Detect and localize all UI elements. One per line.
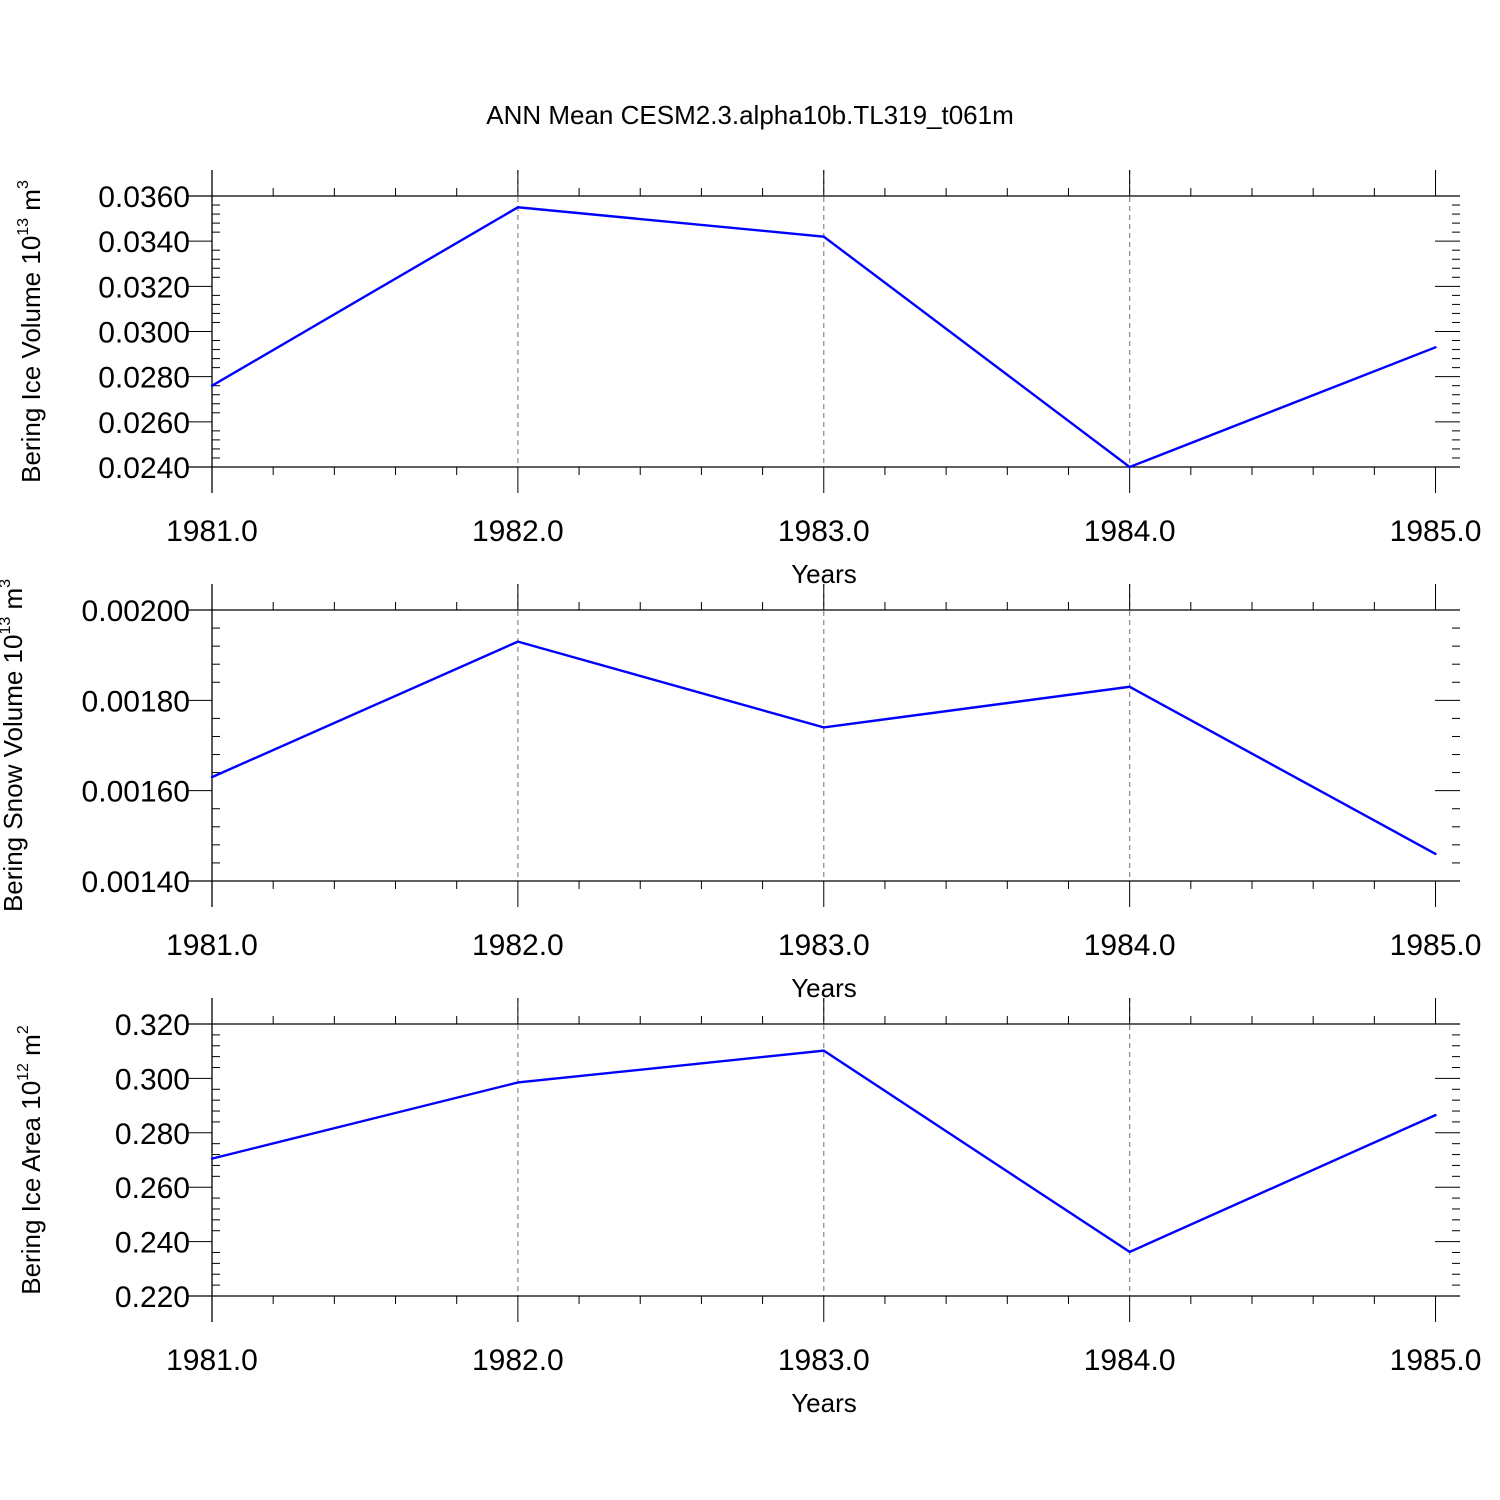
x-tick-label: 1982.0 [472,1344,564,1377]
data-point [516,640,520,643]
y-tick-label: 0.00200 [82,595,190,628]
x-tick-label: 1982.0 [472,515,564,548]
y-tick-label: 0.280 [115,1118,190,1151]
y-tick-label: 0.00160 [82,776,190,809]
x-tick-label: 1984.0 [1084,515,1176,548]
data-point [210,1157,214,1160]
y-tick-label: 0.00140 [82,866,190,899]
data-point [822,235,825,238]
x-tick-label: 1981.0 [166,515,258,548]
x-tick-label: 1985.0 [1390,929,1482,962]
y-tick-label: 0.220 [115,1281,190,1314]
data-point [1128,465,1131,469]
x-tick-label: 1983.0 [778,1344,870,1377]
y-tick-label: 0.00180 [82,685,190,718]
y-axis-label: Bering Snow Volume 1013 m3 [0,579,28,912]
y-tick-label: 0.320 [115,1009,190,1042]
page-title: ANN Mean CESM2.3.alpha10b.TL319_t061m [486,100,1014,130]
x-tick-label: 1985.0 [1390,515,1482,548]
data-point [516,206,520,209]
x-tick-label: 1981.0 [166,929,258,962]
data-point [1434,346,1437,349]
data-point [822,1049,825,1052]
data-point [210,775,214,779]
data-point [1434,1113,1437,1117]
data-point [1434,852,1437,856]
y-tick-label: 0.0340 [98,226,190,259]
x-tick-label: 1982.0 [472,929,564,962]
data-point [1128,685,1131,688]
x-tick-label: 1983.0 [778,929,870,962]
y-tick-label: 0.0260 [98,407,190,440]
chart-panel-2: 0.00140 0.00160 0.00180 0.00200 1981.0 1982.0… [0,579,1481,1003]
x-tick-label: 1981.0 [166,1344,258,1377]
y-tick-label: 0.0300 [98,317,190,350]
data-point [1128,1250,1131,1254]
chart-panel-3: 0.220 0.240 0.260 0.280 0.300 0.320 1981.0 1982… [15,998,1481,1418]
y-tick-label: 0.300 [115,1063,190,1096]
y-axis-label: Bering Ice Area 1012 m2 [15,1025,46,1295]
data-point [516,1081,520,1084]
x-tick-label: 1985.0 [1390,1344,1482,1377]
x-axis-label: Years [791,1388,857,1418]
y-tick-label: 0.0240 [98,452,190,485]
y-axis-label: Bering Ice Volume 1013 m3 [15,180,46,483]
y-tick-label: 0.240 [115,1227,190,1260]
y-tick-label: 0.0280 [98,362,190,395]
data-point [822,726,825,729]
y-tick-label: 0.0320 [98,271,190,304]
y-tick-label: 0.260 [115,1172,190,1205]
y-tick-label: 0.0360 [98,181,190,214]
data-point [210,384,214,387]
x-tick-label: 1984.0 [1084,929,1176,962]
chart-panel-1: 0.0240 0.0260 0.0280 0.0300 0.0320 0.0340 0.03… [15,170,1481,589]
x-tick-label: 1983.0 [778,515,870,548]
x-tick-label: 1984.0 [1084,1344,1176,1377]
